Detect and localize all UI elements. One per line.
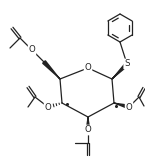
Polygon shape [43, 61, 60, 79]
Polygon shape [112, 63, 128, 79]
Text: O: O [45, 103, 51, 111]
Text: O: O [126, 103, 132, 111]
Text: O: O [85, 125, 91, 135]
Polygon shape [86, 117, 90, 130]
Text: O: O [85, 63, 91, 73]
Polygon shape [114, 103, 129, 109]
Text: S: S [124, 60, 130, 68]
Text: O: O [29, 46, 35, 54]
